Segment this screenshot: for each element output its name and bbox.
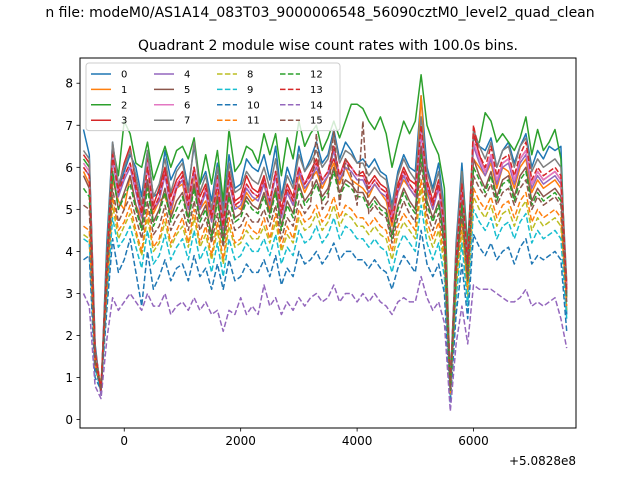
y-tick-label: 3 [65,287,73,301]
series-line-9 [83,204,568,400]
series-layer [82,74,568,412]
y-tick-label: 4 [65,245,73,259]
y-tick-label: 1 [65,371,73,385]
legend-label-1: 1 [121,85,127,96]
series-line-7 [82,116,568,391]
legend-label-11: 11 [247,116,260,127]
chart-suptitle: n file: modeM0/AS1A14_083T03_9000006548_… [45,5,594,21]
series-line-12 [82,153,568,391]
series-line-10 [83,229,568,404]
legend-label-2: 2 [121,100,127,111]
legend-label-12: 12 [310,70,323,81]
x-axis-offset-label: +5.0828e8 [509,454,576,468]
series-line-5 [82,145,568,391]
series-line-2 [82,74,568,396]
series-line-8 [83,187,568,396]
legend-label-7: 7 [184,116,190,127]
x-tick-label: 0 [120,434,128,448]
legend-label-4: 4 [184,70,190,81]
y-tick-label: 0 [65,413,73,427]
legend-label-0: 0 [121,70,127,81]
series-line-11 [83,179,568,396]
legend-label-3: 3 [121,116,127,127]
legend-label-10: 10 [247,100,260,111]
series-line-15 [83,120,568,391]
legend-label-15: 15 [310,116,323,127]
x-tick-label: 4000 [342,434,373,448]
series-line-13 [82,124,568,391]
axes-layer: 0 2000 4000 6000 0 1 2 3 4 5 6 7 8 [65,77,488,448]
y-tick-label: 5 [65,203,73,217]
y-tick-label: 2 [65,329,73,343]
y-tick-label: 6 [65,161,73,175]
series-line-14 [82,275,568,412]
legend-label-13: 13 [310,85,323,96]
y-tick-label: 7 [65,119,73,133]
x-tick-label: 2000 [225,434,256,448]
legend-box [85,62,341,132]
legend-label-8: 8 [247,70,253,81]
series-line-0 [82,95,568,396]
x-tick-label: 6000 [458,434,489,448]
y-tick-label: 8 [65,77,73,91]
legend-label-9: 9 [247,85,253,96]
legend-label-14: 14 [310,100,323,111]
legend-label-6: 6 [184,100,190,111]
series-line-4 [82,132,568,396]
chart-title: Quadrant 2 module wise count rates with … [138,38,518,54]
legend-label-5: 5 [184,85,190,96]
